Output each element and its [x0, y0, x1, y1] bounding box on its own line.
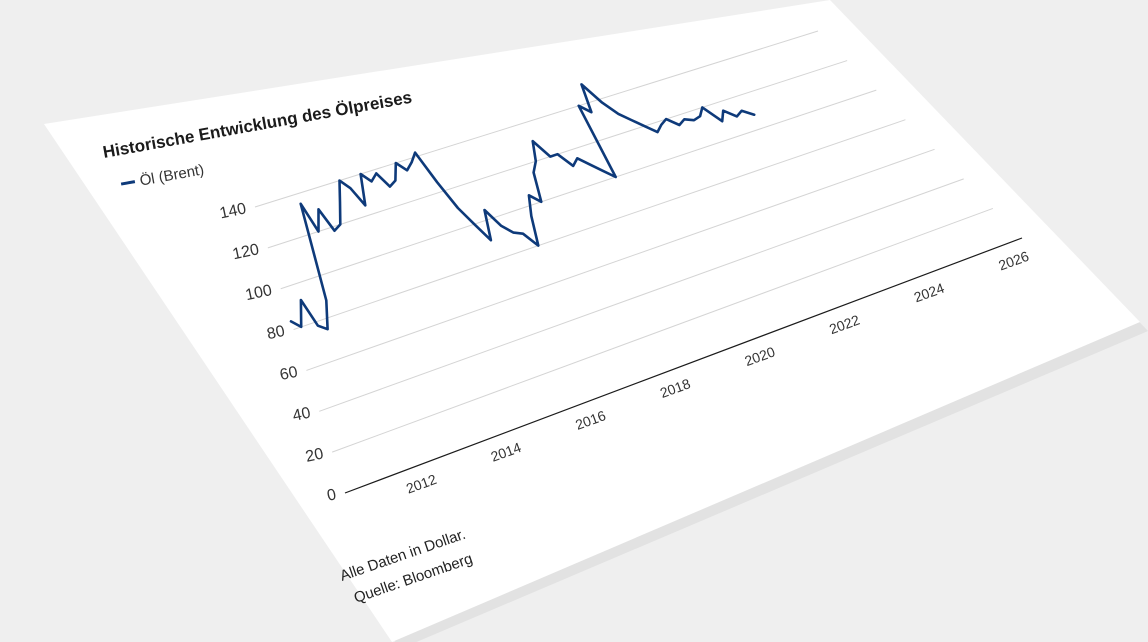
axis-layer: [344, 237, 1023, 494]
gridline: [331, 207, 994, 453]
y-tick-label: 20: [304, 445, 325, 465]
gridline: [306, 148, 935, 371]
legend-swatch: [120, 180, 136, 186]
gridline: [293, 119, 906, 331]
y-tick-label: 60: [278, 364, 299, 384]
y-tick-label: 140: [218, 200, 248, 222]
gridline: [254, 30, 819, 208]
gridline: [319, 178, 964, 412]
x-axis-line: [344, 237, 1023, 494]
series-line-brent: [289, 83, 756, 331]
series-layer: [289, 83, 756, 331]
y-tick-label: 80: [265, 323, 286, 343]
chart-card: [44, 0, 1140, 642]
gridline: [280, 89, 877, 290]
y-tick-label: 40: [291, 405, 312, 425]
y-tick-label: 100: [244, 282, 274, 304]
y-tick-label: 0: [326, 486, 338, 504]
y-tick-label: 120: [231, 241, 261, 263]
